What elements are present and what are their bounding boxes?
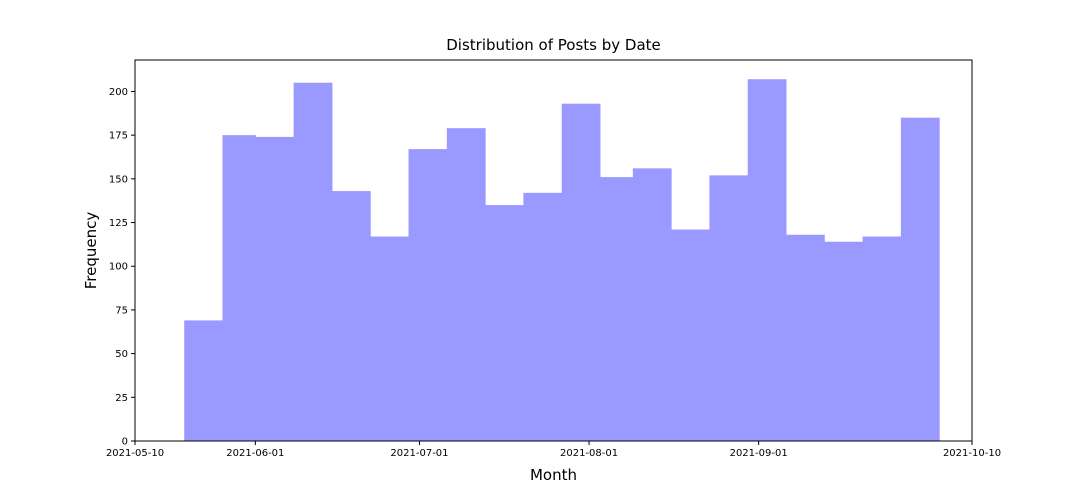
histogram-bar-1 bbox=[184, 320, 224, 441]
x-tick-label: 2021-05-10 bbox=[106, 448, 164, 459]
histogram-bar-2 bbox=[222, 135, 256, 442]
histogram-bar-12 bbox=[600, 177, 634, 442]
y-tick-label: 125 bbox=[109, 218, 128, 229]
x-tick-label: 2021-09-01 bbox=[730, 448, 788, 459]
histogram-bar-15 bbox=[709, 175, 749, 441]
x-tick-label: 2021-07-01 bbox=[390, 448, 448, 459]
histogram-bar-14 bbox=[671, 229, 710, 441]
x-axis: 2021-05-10 2021-06-01 2021-07-01 2021-08-01… bbox=[106, 441, 1001, 459]
y-tick-label: 200 bbox=[109, 87, 128, 98]
histogram-bar-16 bbox=[747, 79, 787, 442]
x-tick-label: 2021-06-01 bbox=[226, 448, 284, 459]
x-tick-label: 2021-08-01 bbox=[560, 448, 618, 459]
y-tick-label: 175 bbox=[109, 131, 128, 142]
histogram-bar-13 bbox=[632, 168, 672, 442]
plot-frame bbox=[134, 59, 973, 442]
y-tick-label: 0 bbox=[122, 437, 128, 448]
y-tick-label: 150 bbox=[109, 174, 128, 185]
bars-group bbox=[184, 79, 940, 442]
chart-title: Distribution of Posts by Date bbox=[446, 36, 661, 54]
histogram-bar-17 bbox=[786, 234, 825, 441]
y-tick-label: 100 bbox=[109, 262, 128, 273]
histogram-bar-10 bbox=[523, 192, 563, 441]
histogram-bar-7 bbox=[408, 149, 448, 441]
x-axis-label: Month bbox=[530, 466, 577, 484]
histogram-bar-5 bbox=[331, 191, 371, 441]
histogram-bar-20 bbox=[900, 117, 940, 441]
y-tick-label: 50 bbox=[115, 349, 128, 360]
histogram-bar-4 bbox=[293, 82, 333, 441]
histogram-bar-9 bbox=[485, 205, 524, 441]
y-tick-label: 75 bbox=[115, 305, 128, 316]
y-tick-label: 25 bbox=[115, 393, 128, 404]
histogram-bar-18 bbox=[824, 241, 864, 441]
histogram-bar-6 bbox=[370, 236, 410, 441]
histogram-bar-11 bbox=[561, 103, 601, 441]
histogram-bar-3 bbox=[255, 136, 295, 441]
y-axis-label: Frequency bbox=[82, 212, 100, 290]
histogram-bar-19 bbox=[862, 236, 902, 441]
x-tick-label: 2021-10-10 bbox=[943, 448, 1001, 459]
histogram-bar-8 bbox=[446, 128, 486, 441]
y-axis: 0 25 50 75 100 125 150 175 200 bbox=[109, 87, 135, 448]
